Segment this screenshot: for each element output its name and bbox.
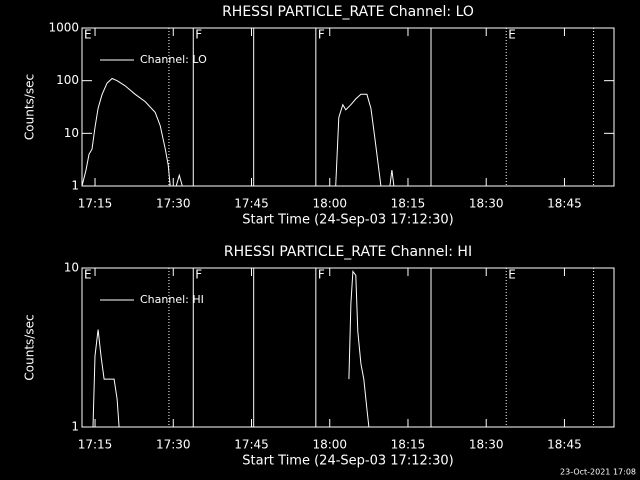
event-label: E xyxy=(508,268,516,282)
legend-label: Channel: LO xyxy=(140,53,207,66)
x-tick-label: 17:15 xyxy=(78,438,113,452)
x-tick-label: 17:30 xyxy=(156,197,191,211)
event-label: E xyxy=(84,28,92,42)
event-label: E xyxy=(508,28,516,42)
x-tick-label: 18:15 xyxy=(391,197,426,211)
x-tick-label: 18:45 xyxy=(547,438,582,452)
y-tick-label: 10 xyxy=(64,126,79,140)
chart-title: RHESSI PARTICLE_RATE Channel: LO xyxy=(222,4,474,20)
x-tick-label: 17:30 xyxy=(156,438,191,452)
x-tick-label: 18:00 xyxy=(312,438,347,452)
plot-frame xyxy=(81,267,615,428)
y-tick-label: 10 xyxy=(64,261,79,275)
chart-title: RHESSI PARTICLE_RATE Channel: HI xyxy=(224,244,472,260)
y-tick-label: 1000 xyxy=(48,21,79,35)
y-tick-label: 1 xyxy=(71,420,79,434)
legend-label: Channel: HI xyxy=(140,293,204,306)
y-tick-label: 1 xyxy=(71,179,79,193)
event-label: F xyxy=(318,28,325,42)
x-tick-label: 18:00 xyxy=(312,197,347,211)
x-axis-label: Start Time (24-Sep-03 17:12:30) xyxy=(242,454,453,469)
x-tick-label: 18:30 xyxy=(469,438,504,452)
x-tick-label: 17:15 xyxy=(78,197,113,211)
event-label: F xyxy=(318,268,325,282)
footer-timestamp: 23-Oct-2021 17:08 xyxy=(560,468,636,477)
event-label: F xyxy=(195,28,202,42)
x-tick-label: 17:45 xyxy=(234,197,269,211)
data-line xyxy=(81,77,395,187)
x-tick-label: 18:30 xyxy=(469,197,504,211)
y-axis-label: Counts/sec xyxy=(23,74,37,140)
y-tick-label: 100 xyxy=(56,73,79,87)
x-tick-label: 18:45 xyxy=(547,197,582,211)
y-axis-label: Counts/sec xyxy=(23,314,37,380)
event-label: E xyxy=(84,268,92,282)
x-tick-label: 17:45 xyxy=(234,438,269,452)
data-line xyxy=(92,270,370,428)
x-tick-label: 18:15 xyxy=(391,438,426,452)
event-label: F xyxy=(195,268,202,282)
plot-frame xyxy=(81,27,615,187)
x-axis-label: Start Time (24-Sep-03 17:12:30) xyxy=(242,213,453,228)
